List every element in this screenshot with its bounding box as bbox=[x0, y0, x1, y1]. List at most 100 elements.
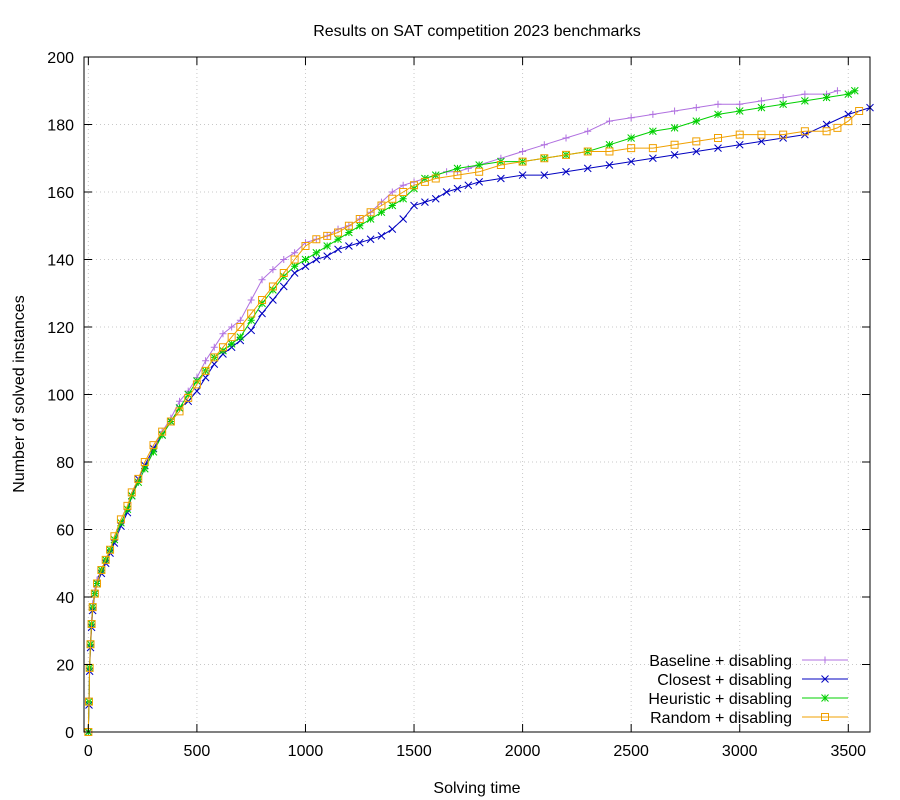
series-line bbox=[87, 107, 871, 733]
data-point bbox=[158, 427, 167, 436]
data-point bbox=[116, 515, 125, 524]
data-point bbox=[583, 147, 592, 156]
data-point bbox=[290, 262, 299, 271]
data-point bbox=[210, 353, 219, 362]
data-point bbox=[97, 566, 106, 574]
data-point bbox=[279, 269, 288, 277]
data-point bbox=[236, 323, 245, 331]
data-point bbox=[210, 343, 218, 351]
data-point bbox=[420, 177, 429, 186]
data-point bbox=[176, 397, 184, 405]
x-tick-label: 0 bbox=[84, 743, 93, 760]
data-point bbox=[496, 161, 505, 169]
y-tick-label: 0 bbox=[65, 725, 74, 742]
data-point bbox=[692, 104, 700, 112]
data-point bbox=[101, 555, 110, 564]
data-point bbox=[670, 124, 679, 132]
data-point bbox=[453, 171, 462, 180]
data-point bbox=[757, 103, 766, 112]
data-point bbox=[399, 215, 408, 223]
y-tick-label: 200 bbox=[47, 50, 74, 67]
data-point bbox=[714, 134, 723, 142]
y-tick-label: 140 bbox=[47, 253, 74, 270]
data-point bbox=[377, 232, 386, 240]
x-tick-label: 3500 bbox=[830, 743, 866, 760]
data-point bbox=[279, 282, 288, 291]
data-point bbox=[312, 255, 321, 264]
data-point bbox=[540, 141, 548, 149]
data-point bbox=[202, 357, 210, 365]
data-point bbox=[247, 316, 256, 325]
x-tick-label: 2500 bbox=[613, 743, 649, 760]
legend-marker bbox=[821, 713, 829, 721]
y-tick-label: 180 bbox=[47, 118, 74, 135]
data-point bbox=[475, 161, 484, 169]
data-point bbox=[334, 228, 343, 237]
legend-label: Baseline + disabling bbox=[649, 653, 792, 670]
data-point bbox=[110, 532, 119, 541]
data-point bbox=[366, 208, 375, 217]
data-point bbox=[355, 215, 364, 223]
data-point bbox=[735, 107, 744, 115]
data-point bbox=[149, 441, 158, 450]
x-tick-label: 1500 bbox=[396, 743, 432, 760]
data-point bbox=[735, 140, 744, 149]
y-tick-label: 100 bbox=[47, 388, 74, 405]
data-point bbox=[757, 97, 765, 105]
data-point bbox=[421, 198, 429, 206]
data-point bbox=[627, 114, 635, 122]
x-tick-label: 3000 bbox=[722, 743, 758, 760]
data-point bbox=[290, 269, 299, 277]
data-point bbox=[345, 228, 353, 237]
plot-area bbox=[84, 86, 874, 736]
data-point bbox=[627, 134, 636, 142]
data-point bbox=[88, 603, 97, 612]
data-point bbox=[388, 188, 396, 196]
data-point bbox=[822, 127, 831, 136]
data-point bbox=[355, 221, 364, 230]
data-point bbox=[518, 171, 527, 179]
data-point bbox=[442, 188, 451, 196]
legend-label: Heuristic + disabling bbox=[648, 691, 792, 708]
data-point bbox=[355, 238, 364, 247]
data-point bbox=[218, 343, 227, 352]
data-point bbox=[779, 130, 788, 139]
y-tick-label: 20 bbox=[56, 658, 74, 675]
x-tick-label: 2000 bbox=[505, 743, 541, 760]
x-axis-label: Solving time bbox=[433, 780, 520, 797]
data-point bbox=[192, 380, 201, 389]
y-tick-label: 160 bbox=[47, 185, 74, 202]
data-point bbox=[312, 235, 321, 244]
x-tick-label: 1000 bbox=[288, 743, 324, 760]
data-point bbox=[399, 181, 407, 189]
data-point bbox=[410, 201, 418, 210]
data-point bbox=[714, 100, 722, 108]
data-point bbox=[562, 150, 571, 159]
data-point bbox=[334, 235, 342, 244]
data-point bbox=[410, 181, 419, 190]
data-point bbox=[453, 184, 462, 193]
y-axis-label: Number of solved instances bbox=[11, 295, 28, 492]
data-point bbox=[671, 107, 679, 115]
data-point bbox=[377, 208, 386, 217]
data-point bbox=[844, 90, 853, 98]
data-point bbox=[269, 296, 277, 304]
data-point bbox=[175, 407, 184, 416]
data-point bbox=[280, 256, 288, 263]
data-point bbox=[518, 157, 527, 166]
data-point bbox=[140, 458, 149, 466]
data-point bbox=[301, 242, 310, 250]
data-point bbox=[431, 194, 440, 203]
data-point bbox=[323, 242, 332, 250]
data-point bbox=[583, 164, 592, 173]
x-tick-label: 500 bbox=[184, 743, 211, 760]
data-point bbox=[399, 194, 408, 203]
data-point bbox=[850, 86, 859, 95]
data-point bbox=[692, 137, 701, 146]
data-point bbox=[562, 134, 570, 142]
data-point bbox=[87, 620, 96, 628]
data-point bbox=[431, 174, 440, 183]
data-point bbox=[605, 147, 614, 156]
series-line bbox=[87, 110, 860, 733]
